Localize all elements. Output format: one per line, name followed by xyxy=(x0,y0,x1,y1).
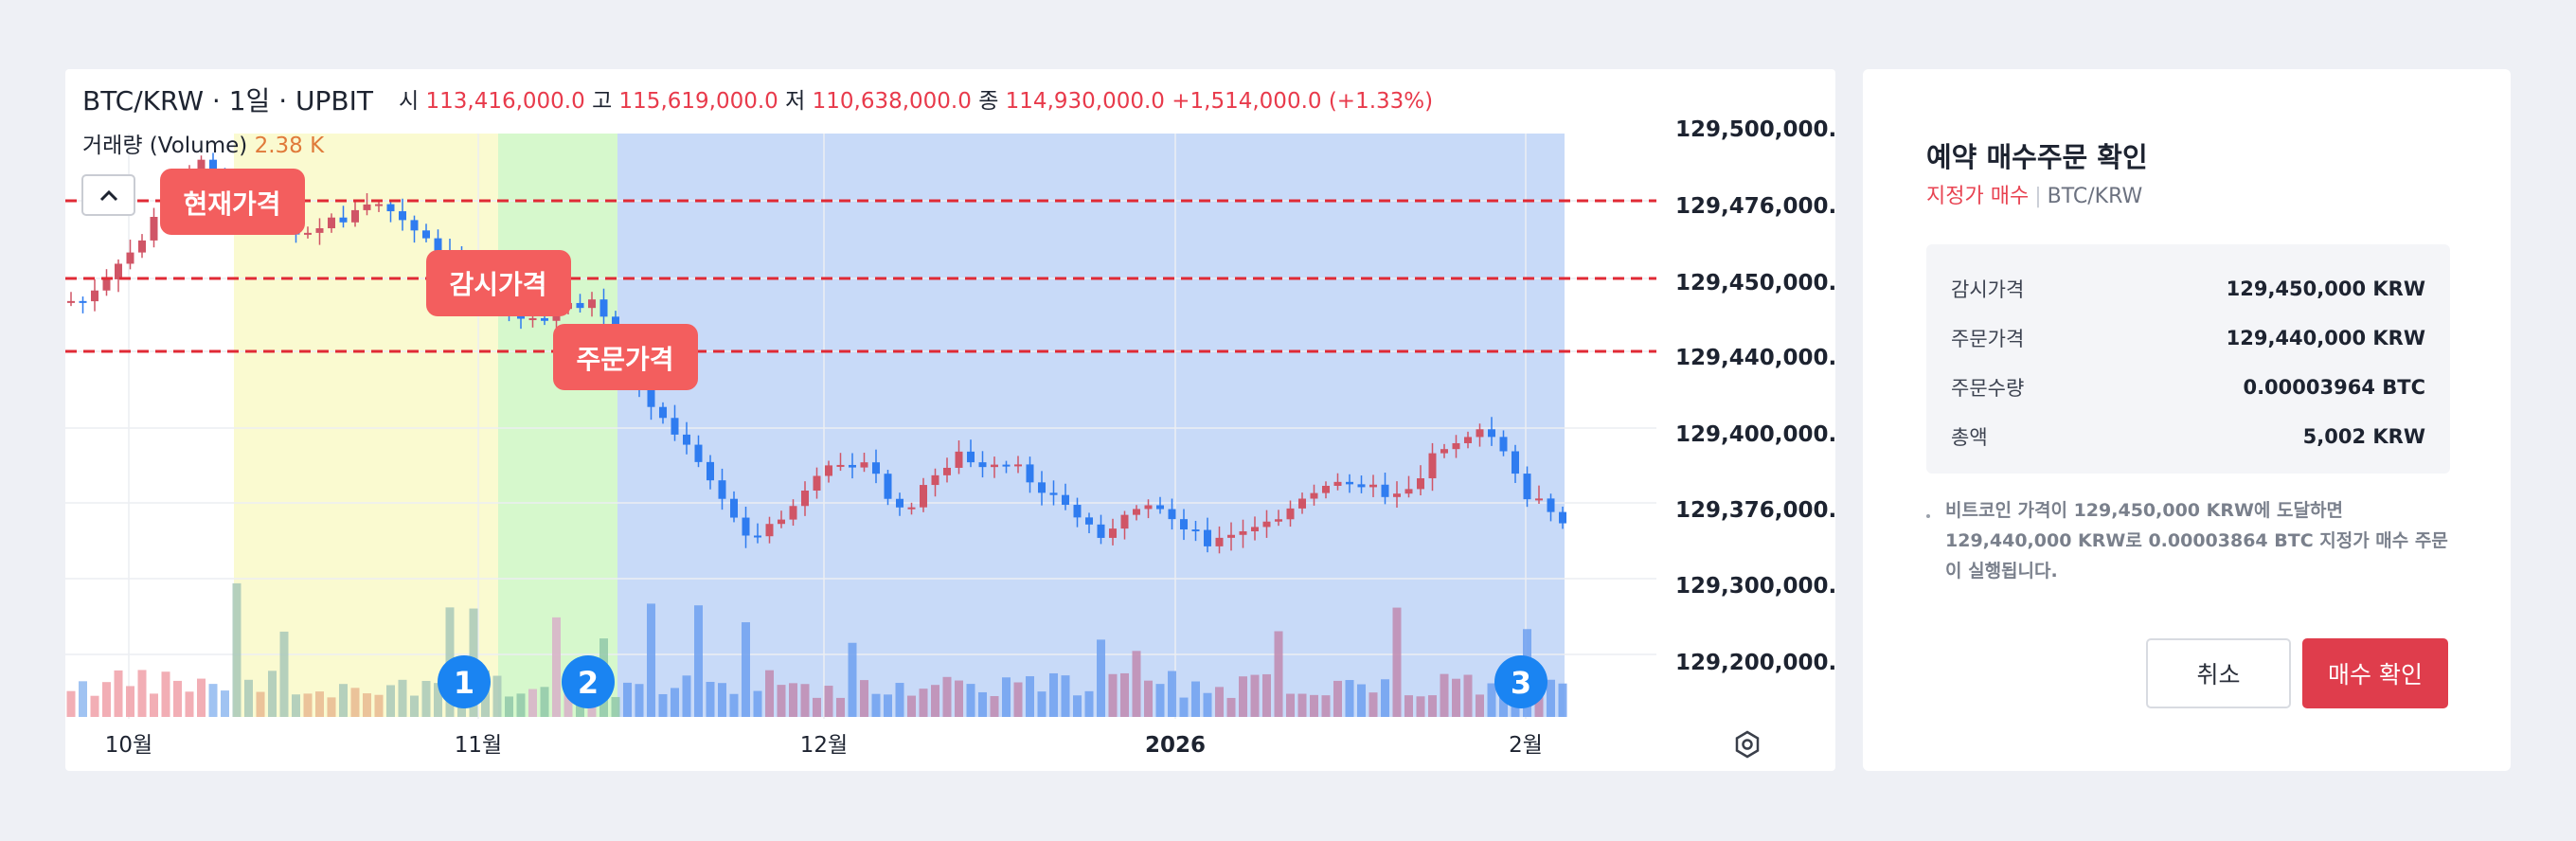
order-summary: 감시가격 129,450,000 KRW 주문가격 129,440,000 KR… xyxy=(1926,244,2450,474)
svg-text:현재가격: 현재가격 xyxy=(183,188,280,220)
svg-text:3: 3 xyxy=(1511,665,1531,701)
order-subtitle: 지정가 매수 | BTC/KRW xyxy=(1926,185,2143,208)
watch-price-label: 감시가격 xyxy=(426,250,571,316)
price-chart[interactable]: BTC/KRW · 1일 · UPBIT 시 113,416,000.0 고 1… xyxy=(65,69,1835,771)
svg-text:2: 2 xyxy=(578,665,599,701)
date-tick: 11월 xyxy=(455,733,502,758)
collapse-legend-button[interactable] xyxy=(81,174,135,216)
date-axis: 10월 11월 12월 2026 2월 xyxy=(105,733,1543,758)
price-tick: 129,400,000.0 xyxy=(1675,422,1835,447)
price-tick: 129,476,000.0 xyxy=(1675,194,1835,219)
order-side: 지정가 매수 xyxy=(1926,185,2030,208)
order-pair: BTC/KRW xyxy=(2047,185,2143,208)
date-tick: 12월 xyxy=(800,733,848,758)
svg-text:감시가격: 감시가격 xyxy=(449,269,546,300)
step-badge-3: 3 xyxy=(1494,655,1547,708)
order-title: 예약 매수주문 확인 xyxy=(1926,141,2148,173)
step-badge-2: 2 xyxy=(562,655,615,708)
chevron-up-icon xyxy=(99,189,118,202)
price-tick: 129,376,000.0 xyxy=(1675,498,1835,523)
chart-symbol-title: BTC/KRW · 1일 · UPBIT xyxy=(82,85,374,116)
chart-panel[interactable]: BTC/KRW · 1일 · UPBIT 시 113,416,000.0 고 1… xyxy=(65,69,1835,771)
date-tick: 10월 xyxy=(105,733,152,758)
price-axis: 129,500,000.0 129,476,000.0 129,450,000.0 1… xyxy=(1675,117,1835,675)
price-tick: 129,300,000.0 xyxy=(1675,574,1835,599)
price-tick: 129,500,000.0 xyxy=(1675,117,1835,142)
ohlc-readout: 시 113,416,000.0 고 115,619,000.0 저 110,63… xyxy=(399,89,1433,114)
volume-legend: 거래량 (Volume) 2.38 K xyxy=(82,134,325,158)
confirm-buy-button[interactable]: 매수 확인 xyxy=(2302,638,2448,708)
summary-row-order-price: 주문가격 129,440,000 KRW xyxy=(1951,327,2425,350)
price-tick: 129,450,000.0 xyxy=(1675,271,1835,295)
summary-row-total: 총액 5,002 KRW xyxy=(1951,425,2425,449)
date-tick: 2월 xyxy=(1509,733,1543,758)
order-confirm-panel: 예약 매수주문 확인 지정가 매수 | BTC/KRW 감시가격 129,450,0… xyxy=(1863,69,2511,771)
date-tick: 2026 xyxy=(1145,733,1206,758)
svg-text:1: 1 xyxy=(454,665,474,701)
order-notice: 비트코인 가격이 129,450,000 KRW에 도달하면 129,440,0… xyxy=(1926,495,2457,586)
summary-row-watch-price: 감시가격 129,450,000 KRW xyxy=(1951,277,2425,301)
summary-row-quantity: 주문수량 0.00003964 BTC xyxy=(1951,376,2425,400)
current-price-label: 현재가격 xyxy=(160,169,305,235)
zone-3-background xyxy=(617,134,1565,717)
order-price-label: 주문가격 xyxy=(553,324,698,390)
step-badge-1: 1 xyxy=(438,655,491,708)
price-tick: 129,200,000.0 xyxy=(1675,651,1835,675)
price-tick: 129,440,000.0 xyxy=(1675,346,1835,370)
gear-icon[interactable] xyxy=(1735,730,1760,759)
cancel-button[interactable]: 취소 xyxy=(2146,638,2291,708)
svg-text:주문가격: 주문가격 xyxy=(576,344,673,375)
